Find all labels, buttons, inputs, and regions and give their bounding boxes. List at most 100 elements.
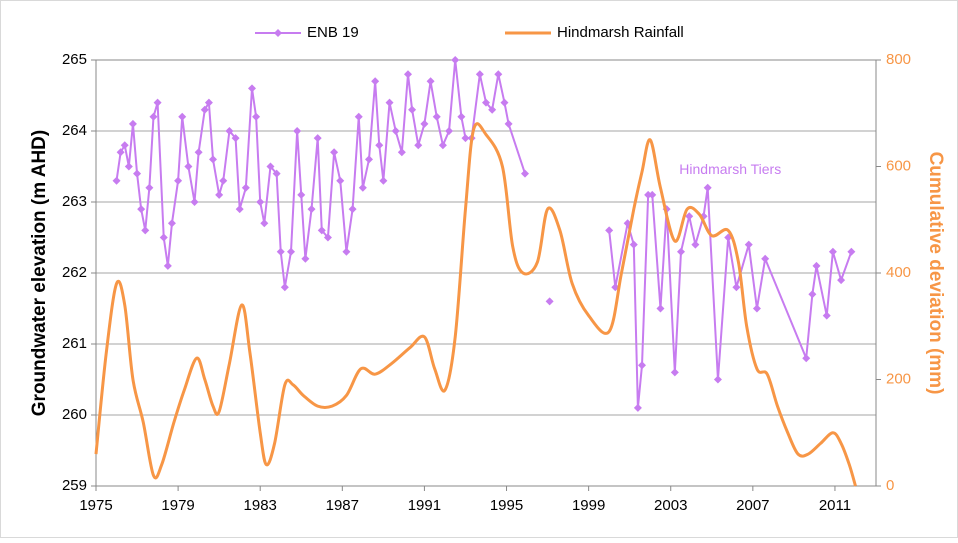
y-tick-label: 264 [62,122,87,139]
x-tick-label: 1983 [244,497,277,514]
data-point [445,127,454,135]
data-point [137,205,146,214]
data-point [414,141,423,150]
data-point [342,247,351,256]
data-point [241,183,250,192]
data-point [141,226,150,235]
data-point [313,134,322,143]
data-point [670,368,679,377]
data-point [432,112,441,121]
data-point [451,56,460,64]
data-point [276,247,285,256]
data-point [703,183,712,192]
data-point [761,254,770,263]
x-tick-label: 1979 [161,497,194,514]
data-point [209,155,217,164]
y2-tick-label: 800 [886,51,911,68]
data-point [521,169,529,178]
y-axis-label: Groundwater elevation (m AHD) [29,130,50,416]
data-point [266,162,275,171]
data-point [260,219,269,228]
data-point [379,176,388,185]
data-point [225,127,234,135]
data-point [252,112,261,121]
data-point [163,261,172,270]
y-tick-label: 260 [62,406,87,423]
data-point [354,112,363,121]
data-point [116,148,125,157]
data-point [656,304,665,313]
data-point [438,141,447,150]
data-point [358,183,367,192]
data-point [128,119,137,128]
annotation: Hindmarsh Tiers [679,161,781,177]
data-point [215,190,224,199]
x-tick-label: 1991 [408,497,441,514]
legend-label: Hindmarsh Rainfall [557,24,684,41]
data-point [744,240,753,249]
data-point [153,98,162,107]
data-point [545,297,554,306]
data-point [133,169,142,178]
data-point [317,226,326,235]
data-point [638,361,646,370]
data-point [219,176,228,185]
data-point [828,247,837,256]
series-line [94,122,857,487]
data-point [287,247,295,256]
data-point [307,205,316,214]
data-point [375,141,384,150]
data-point [648,190,657,199]
data-point [808,290,817,299]
data-point [272,169,281,178]
data-point [371,77,380,86]
data-point [691,240,700,249]
plot-border [95,59,877,487]
data-point [420,119,429,128]
data-point [713,375,722,384]
data-point [145,183,154,192]
legend-marker [274,29,282,37]
data-point [301,254,310,263]
y2-tick-label: 200 [886,370,911,387]
y-tick-label: 263 [62,193,87,210]
x-tick-label: 2007 [736,497,769,514]
data-point [677,247,685,256]
data-point [629,240,638,249]
data-point [494,70,503,79]
data-point [256,198,265,206]
data-point [397,148,406,157]
data-point [752,304,761,313]
data-point [124,162,133,171]
data-point [204,98,213,107]
x-tick-label: 2011 [819,497,851,514]
data-point [280,283,289,292]
data-point [365,155,373,164]
data-point [404,70,412,79]
y-tick-label: 261 [62,335,87,352]
data-point [685,212,694,221]
x-tick-label: 1999 [572,497,605,514]
y-tick-label: 259 [62,477,87,494]
y-tick-label: 262 [62,264,87,281]
data-point [293,127,302,135]
data-point [802,354,811,363]
data-point [348,205,357,214]
y-tick-label: 265 [62,51,87,68]
data-point [488,105,497,114]
data-point [248,84,256,93]
data-point [391,127,400,135]
data-point [504,119,513,128]
y2-tick-label: 400 [886,264,911,281]
data-point [385,98,394,107]
data-point [644,190,653,199]
data-point [336,176,345,185]
data-point [822,311,831,320]
data-point [633,403,642,412]
data-point [732,283,741,292]
data-point [174,176,183,185]
x-tick-label: 1975 [79,497,112,514]
data-point [184,162,193,171]
data-point [323,233,332,242]
data-point [120,141,129,150]
